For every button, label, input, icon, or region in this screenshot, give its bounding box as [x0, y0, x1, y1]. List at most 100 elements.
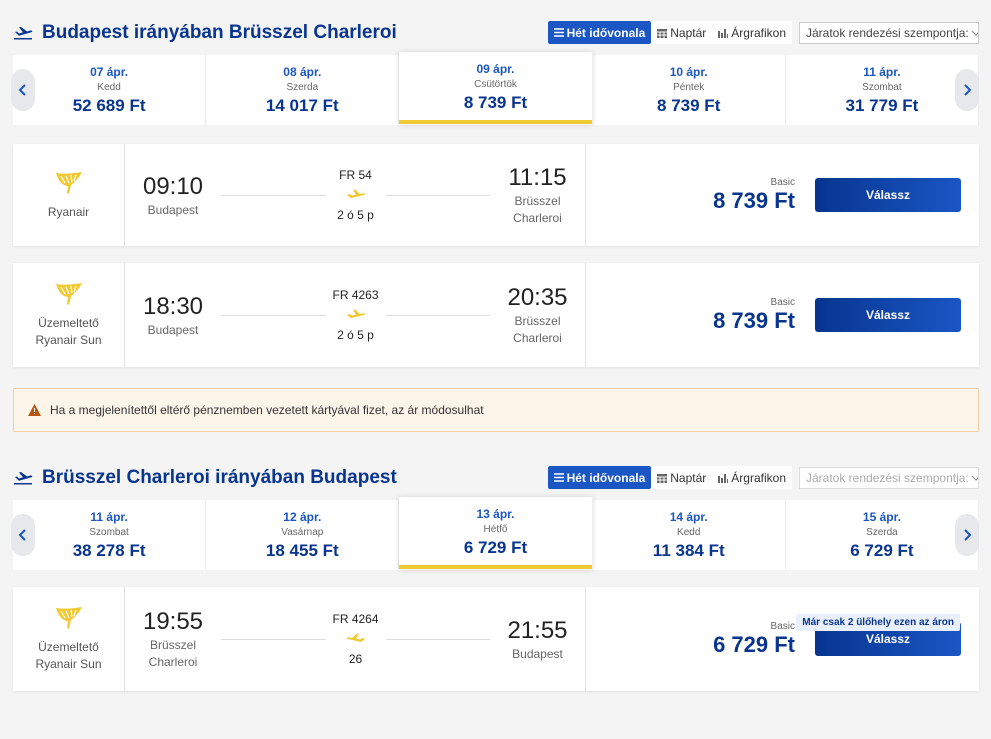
- select-button[interactable]: Válassz: [815, 178, 961, 212]
- departure-city: Budapest: [147, 202, 199, 217]
- arrival-time: 21:55: [507, 616, 568, 644]
- route-line: [221, 632, 490, 646]
- view-tab[interactable]: Hét idővonala: [547, 21, 652, 44]
- route-line: [221, 188, 490, 202]
- date-carousel: 11 ápr. Szombat 38 278 Ft 12 ápr. Vasárnap 18…: [11, 497, 980, 570]
- date: 12 ápr.: [283, 510, 322, 524]
- view-tab[interactable]: Naptár: [651, 466, 712, 489]
- plane-icon: [326, 188, 386, 202]
- tab-label: Naptár: [670, 25, 707, 40]
- date: 09 ápr.: [476, 62, 515, 76]
- select-button[interactable]: Válassz: [815, 298, 961, 332]
- flight-card: Üzemeltető Ryanair Sun 19:55 Brüsszel Charle…: [13, 587, 979, 691]
- departure: 18:30 Budapest: [125, 292, 221, 339]
- date-price: 8 739 Ft: [463, 93, 528, 112]
- sort-dropdown[interactable]: Járatok rendezési szempontja:: [799, 21, 979, 44]
- flight-number: FR 54: [339, 168, 372, 182]
- flight-info: FR 54 2 ó 5 p: [221, 168, 490, 222]
- warning-icon: [28, 404, 41, 416]
- arrival-city: Budapest: [512, 646, 563, 661]
- date: 15 ápr.: [862, 510, 901, 524]
- date: 13 ápr.: [476, 507, 515, 521]
- view-tab[interactable]: Árgrafikon: [712, 21, 792, 44]
- fare-price: 8 739 Ft: [713, 187, 795, 213]
- date: 11 ápr.: [863, 65, 901, 79]
- departure-time: 19:55: [142, 608, 204, 635]
- line-left: [221, 638, 326, 640]
- flight-card: Ryanair 09:10 Budapest FR 54 2 ó 5 p 11:15 Brü…: [13, 144, 979, 246]
- weekday: Vasárnap: [281, 527, 324, 538]
- airline: Üzemeltető Ryanair Sun: [13, 587, 125, 691]
- airline-logo: [54, 605, 84, 633]
- date-cell[interactable]: 12 ápr. Vasárnap 18 455 Ft: [206, 500, 400, 570]
- arrival-city: Charleroi: [513, 211, 562, 225]
- flight-info: FR 4264 26: [221, 612, 490, 666]
- section-title: Brüsszel Charleroi irányában Budapest: [42, 466, 397, 488]
- body: Budapest irányában Brüsszel Charleroi Hét…: [0, 21, 991, 739]
- tab-icon: [657, 28, 668, 38]
- fare: Basic 8 739 Ft: [586, 177, 795, 214]
- arrival-city: Charleroi: [513, 331, 562, 345]
- tab-icon: [718, 28, 729, 38]
- prev-week[interactable]: [11, 69, 35, 111]
- weekday: Kedd: [97, 82, 121, 93]
- airline: Üzemeltető Ryanair Sun: [13, 263, 125, 367]
- departure: 09:10 Budapest: [125, 172, 221, 219]
- airline: Ryanair: [13, 144, 125, 246]
- results: Budapest irányában Brüsszel Charleroi Hét…: [11, 21, 980, 691]
- duration: 2 ó 5 p: [337, 208, 374, 222]
- prev-week[interactable]: [11, 514, 35, 556]
- date-cell[interactable]: 15 ápr. Szerda 6 729 Ft: [786, 500, 980, 570]
- sort-dropdown: Járatok rendezési szempontja:: [799, 466, 979, 489]
- line-right: [385, 194, 490, 196]
- operator-line: Ryanair Sun: [35, 657, 102, 671]
- date-cell[interactable]: 11 ápr. Szombat 38 278 Ft: [13, 500, 207, 570]
- date-cell[interactable]: 07 ápr. Kedd 52 689 Ft: [13, 55, 207, 125]
- tab-label: Hét idővonala: [566, 470, 646, 485]
- date-price: 6 729 Ft: [850, 541, 914, 560]
- operator-line: Ryanair: [47, 204, 90, 219]
- section-header: Brüsszel Charleroi irányában Budapest Hét…: [13, 466, 979, 489]
- next-week[interactable]: [955, 69, 979, 111]
- fare-price: 8 739 Ft: [713, 307, 795, 333]
- date-cell[interactable]: 13 ápr. Hétfő 6 729 Ft: [399, 497, 593, 570]
- date-cell[interactable]: 08 ápr. Szerda 14 017 Ft: [206, 55, 400, 125]
- arrival: 11:15 Brüsszel Charleroi: [490, 144, 586, 246]
- flight-number: FR 4264: [332, 612, 379, 626]
- plane-icon: [326, 632, 386, 646]
- tab-label: Árgrafikon: [731, 470, 786, 485]
- weekday: Szombat: [862, 82, 902, 93]
- departure: 19:55 Brüsszel Charleroi: [125, 607, 221, 671]
- operator-line: Üzemeltető: [38, 316, 99, 330]
- date-cell[interactable]: 14 ápr. Kedd 11 384 Ft: [593, 500, 786, 570]
- plane-icon: [326, 308, 386, 322]
- tab-icon: [657, 473, 668, 483]
- view-tab[interactable]: Naptár: [651, 21, 712, 44]
- duration: 2 ó 5 p: [337, 328, 374, 342]
- weekday: Szerda: [866, 527, 898, 538]
- date-cell[interactable]: 09 ápr. Csütörtök 8 739 Ft: [399, 52, 593, 125]
- tab-icon: [718, 473, 729, 483]
- flight-info: FR 4263 2 ó 5 p: [221, 288, 490, 342]
- date-price: 52 689 Ft: [72, 96, 146, 115]
- next-week[interactable]: [955, 514, 979, 556]
- fare-name: Basic: [770, 620, 795, 632]
- arrival-time: 20:35: [507, 284, 568, 311]
- fare-name: Basic: [770, 296, 795, 308]
- arrival: 21:55 Budapest: [490, 587, 586, 691]
- operator-line: Ryanair Sun: [35, 333, 102, 347]
- view-tab[interactable]: Hét idővonala: [547, 466, 652, 489]
- arrival-city: Brüsszel: [514, 194, 561, 208]
- plane-icon: [13, 26, 33, 40]
- date-cell[interactable]: 11 ápr. Szombat 31 779 Ft: [786, 55, 980, 125]
- caret: [969, 475, 978, 481]
- tab-icon: [553, 28, 564, 37]
- date: 11 ápr.: [90, 510, 128, 524]
- sort-label: Járatok rendezési szempontja:: [806, 470, 969, 485]
- line-right: [385, 638, 490, 640]
- view-tab[interactable]: Árgrafikon: [712, 466, 792, 489]
- airline-logo: [54, 281, 84, 309]
- date-cell[interactable]: 10 ápr. Péntek 8 739 Ft: [593, 55, 786, 125]
- arrival-time: 11:15: [508, 164, 567, 191]
